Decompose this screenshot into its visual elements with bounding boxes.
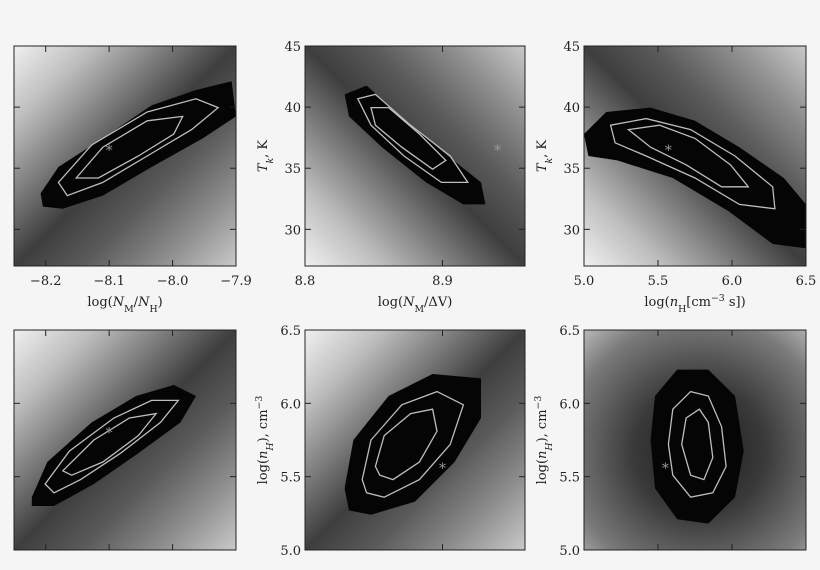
panel-1: * −8.2 −8.1 −8.0 −7.9 log(NM/NH) — [13, 45, 252, 315]
contour-line-outer — [356, 93, 470, 184]
y-tick-label: 5.5 — [280, 471, 301, 486]
panels-group: * −8.2 −8.1 −8.0 −7.9 log(NM/NH) * 8.8 8.9 30 35 40… — [13, 40, 816, 559]
best-fit-star: * — [665, 143, 672, 159]
axes-frame — [304, 45, 526, 267]
contour-line-outer — [667, 390, 727, 498]
x-tick-label: 6.5 — [796, 274, 817, 289]
best-fit-star: * — [662, 461, 669, 477]
x-axis-label: log(NM/ΔV) — [378, 295, 453, 315]
y-axis-label: log(nH), cm−3 — [254, 396, 276, 485]
y-tick-label: 6.0 — [280, 397, 301, 412]
x-tick-label: −8.2 — [30, 274, 62, 289]
y-tick-label: 5.0 — [559, 544, 580, 559]
axes-frame — [583, 329, 807, 551]
x-tick-label: −8.1 — [93, 274, 125, 289]
panel-5: * 5.0 5.5 6.0 6.5 log(nH), cm−3 — [254, 324, 526, 559]
y-tick-label: 35 — [284, 162, 301, 177]
axes-frame — [304, 329, 526, 551]
contour-line-outer — [57, 98, 220, 197]
contour-line-inner — [374, 408, 438, 481]
x-axis-label: log(NM/NH) — [87, 295, 162, 315]
axes-frame — [583, 45, 807, 267]
x-axis-label: log(nH[cm−3 s]) — [644, 293, 745, 315]
x-tick-label: −7.9 — [220, 274, 252, 289]
confidence-region-filled — [344, 85, 486, 205]
contour-line-outer — [361, 390, 465, 498]
best-fit-star: * — [106, 426, 113, 442]
x-tick-label: 6.0 — [722, 274, 743, 289]
axes-frame — [13, 45, 237, 267]
x-tick-label: 8.8 — [295, 274, 316, 289]
panel-4: * — [13, 329, 237, 551]
y-tick-label: 30 — [284, 223, 301, 238]
y-axis-label: Tk, K — [256, 140, 276, 173]
y-tick-label: 40 — [284, 101, 301, 116]
y-tick-label: 5.5 — [559, 471, 580, 486]
y-tick-label: 6.5 — [559, 324, 580, 339]
y-tick-label: 40 — [563, 101, 580, 116]
best-fit-star: * — [106, 143, 113, 159]
y-tick-label: 35 — [563, 162, 580, 177]
x-tick-label: 5.5 — [648, 274, 669, 289]
panel-3: * 5.0 5.5 6.0 6.5 30 35 40 45 log(nH[cm−3 s]) Tk, … — [535, 40, 816, 315]
y-axis-label: log(nH), cm−3 — [533, 396, 555, 485]
panel-6: * 5.0 5.5 6.0 6.5 log(nH), cm−3 — [533, 324, 807, 559]
y-axis-label: Tk, K — [535, 140, 555, 173]
confidence-region-filled — [40, 81, 236, 209]
y-tick-label: 45 — [563, 40, 580, 55]
y-tick-label: 5.0 — [280, 544, 301, 559]
y-tick-label: 45 — [284, 40, 301, 55]
contour-line-inner — [370, 106, 447, 170]
x-tick-label: −8.0 — [157, 274, 189, 289]
x-tick-label: 5.0 — [574, 274, 595, 289]
contour-line-outer — [44, 399, 180, 494]
contour-line-inner — [61, 412, 158, 476]
contour-line-inner — [626, 124, 750, 188]
y-tick-label: 30 — [563, 223, 580, 238]
panel-2: * 8.8 8.9 30 35 40 45 log(NM/ΔV) Tk, K — [256, 40, 526, 315]
y-tick-label: 6.0 — [559, 397, 580, 412]
contour-line-inner — [681, 408, 714, 481]
confidence-region-filled — [344, 374, 481, 515]
best-fit-star: * — [439, 461, 446, 477]
y-tick-label: 6.5 — [280, 324, 301, 339]
best-fit-star: * — [494, 143, 501, 159]
x-tick-label: 8.9 — [432, 274, 453, 289]
axes-frame — [13, 329, 237, 551]
contour-line-outer — [609, 117, 776, 210]
contour-line-inner — [74, 115, 184, 179]
